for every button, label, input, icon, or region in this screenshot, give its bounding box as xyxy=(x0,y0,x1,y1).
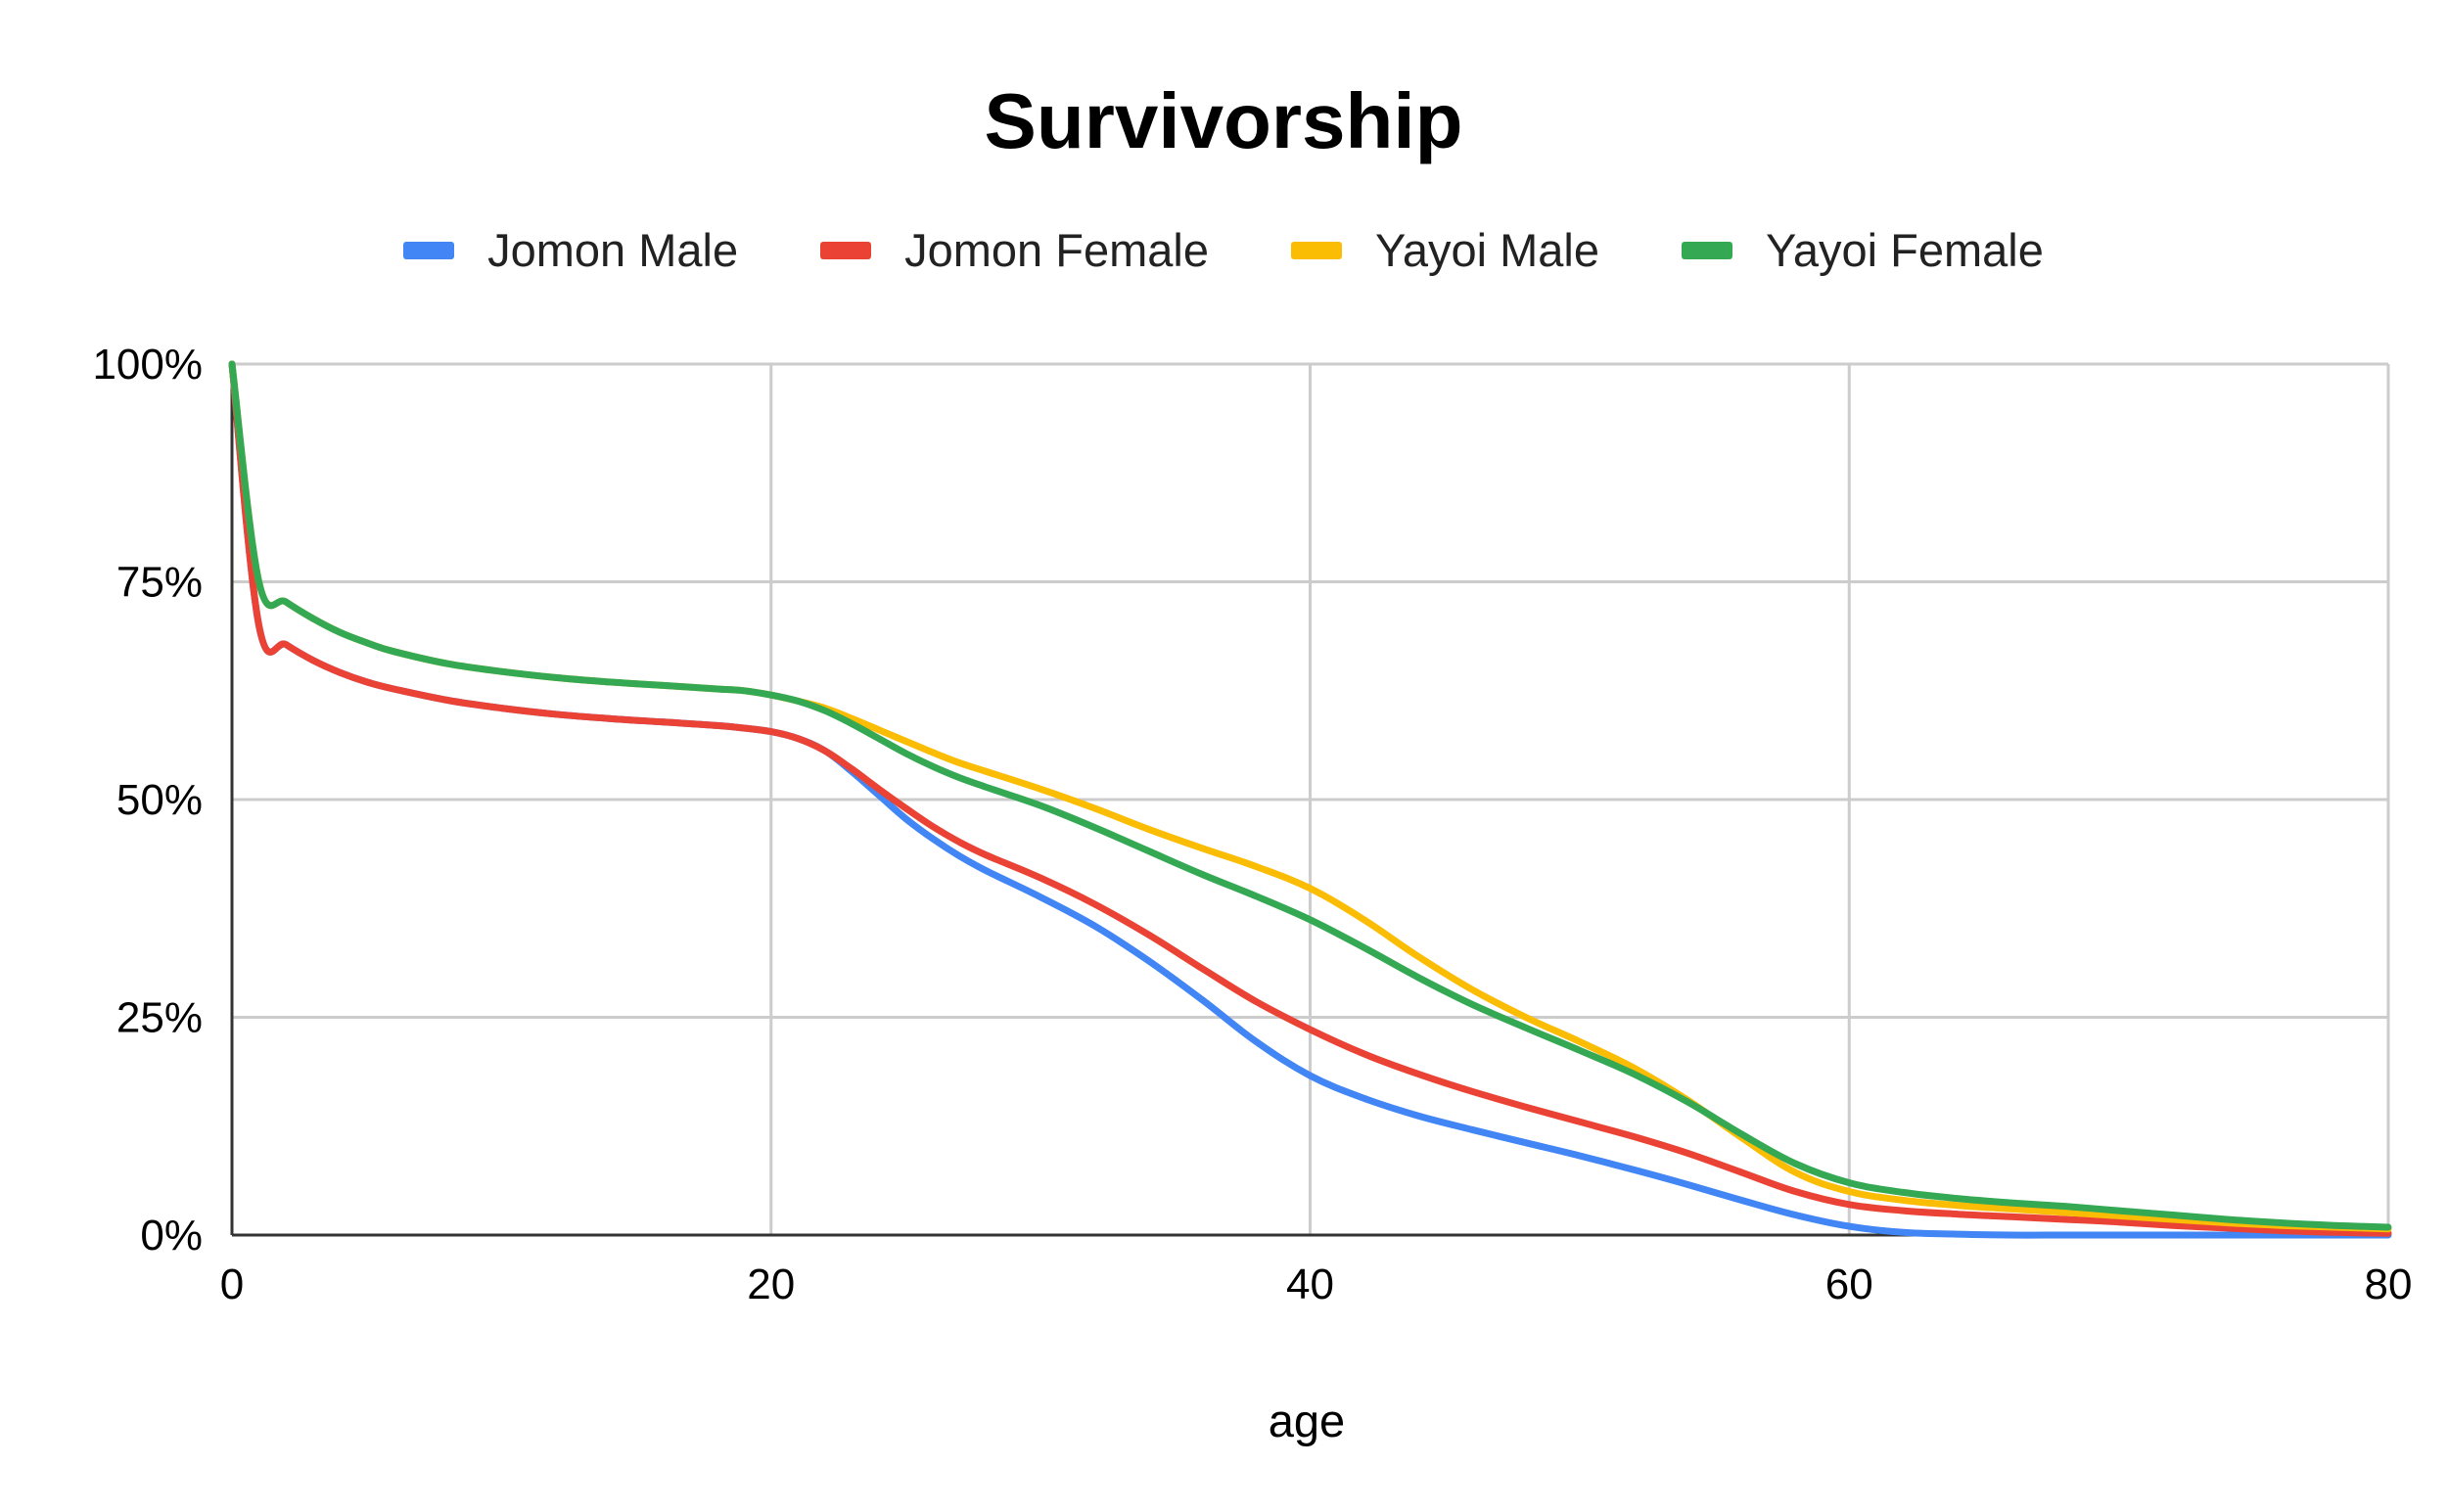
y-tick-label: 75% xyxy=(116,559,203,607)
chart-legend: Jomon Male Jomon Female Yayoi Male Yayoi… xyxy=(0,223,2447,277)
x-tick-label: 0 xyxy=(220,1260,244,1308)
tick-labels: 0% 25% 50% 75% 100% 0 20 40 60 80 xyxy=(92,341,2412,1308)
legend-label-jomon-male: Jomon Male xyxy=(487,224,739,276)
legend-swatch-yayoi-male xyxy=(1290,241,1342,259)
legend-swatch-yayoi-female xyxy=(1682,241,1732,259)
legend-label-yayoi-female: Yayoi Female xyxy=(1766,224,2044,276)
legend-swatch-jomon-female xyxy=(820,241,872,259)
legend-item-jomon-male[interactable]: Jomon Male xyxy=(403,223,738,277)
legend-item-yayoi-male[interactable]: Yayoi Male xyxy=(1290,223,1599,277)
grid-lines xyxy=(232,362,2390,1235)
y-tick-label: 50% xyxy=(116,776,203,824)
legend-swatch-jomon-male xyxy=(403,241,455,259)
legend-label-yayoi-male: Yayoi Male xyxy=(1374,224,1599,276)
chart-title: Survivorship xyxy=(984,77,1463,164)
y-tick-label: 25% xyxy=(116,994,203,1042)
legend-item-yayoi-female[interactable]: Yayoi Female xyxy=(1682,223,2044,277)
x-tick-label: 40 xyxy=(1286,1260,1334,1308)
series-line-yayoi-female xyxy=(228,360,2392,1231)
x-tick-label: 60 xyxy=(1825,1260,1873,1308)
y-tick-label: 100% xyxy=(92,341,203,389)
series-line-jomon-female xyxy=(228,360,2392,1237)
series-lines xyxy=(228,360,2392,1239)
legend-item-jomon-female[interactable]: Jomon Female xyxy=(820,223,1209,277)
x-axis-title: age xyxy=(1269,1395,1345,1446)
legend-label-jomon-female: Jomon Female xyxy=(904,224,1209,276)
x-tick-label: 80 xyxy=(2365,1260,2413,1308)
x-tick-label: 20 xyxy=(747,1260,795,1308)
y-tick-label: 0% xyxy=(140,1212,203,1260)
